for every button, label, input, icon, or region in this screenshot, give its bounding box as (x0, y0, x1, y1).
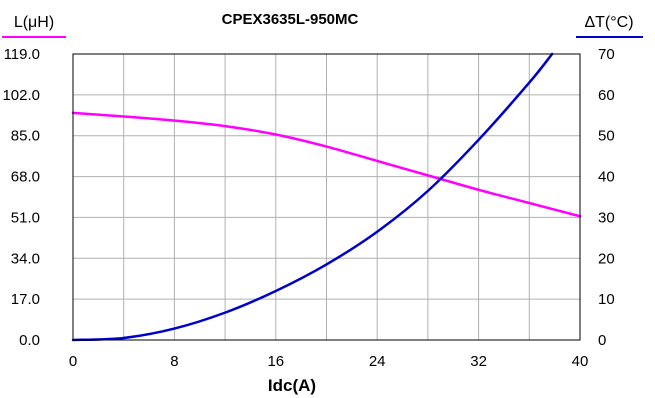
y-right-tick-label: 50 (598, 128, 615, 145)
x-tick-label: 0 (69, 353, 77, 370)
y-left-tick-label: 102.0 (2, 87, 40, 104)
y-right-tick-label: 60 (598, 87, 615, 104)
plot-border (72, 53, 581, 341)
x-tick-label: 40 (572, 353, 589, 370)
y-left-tick-label: 68.0 (11, 169, 40, 186)
y-right-tick-label: 70 (598, 46, 615, 63)
chart-title: CPEX3635L-950MC (222, 11, 359, 28)
y-right-tick-label: 0 (598, 332, 606, 349)
x-tick-label: 32 (470, 353, 487, 370)
grid-lines (73, 54, 580, 340)
y-left-tick-label: 0.0 (19, 332, 40, 349)
y-right-tick-label: 10 (598, 291, 615, 308)
y-right-tick-label: 40 (598, 169, 615, 186)
tick-labels: 0 8 16 24 32 40 0.0 17.0 34.0 51.0 68.0 85.0 102.0 11… (2, 46, 614, 370)
temperature-rise-line (71, 52, 554, 342)
y-left-tick-label: 34.0 (11, 250, 40, 267)
x-tick-label: 24 (369, 353, 386, 370)
x-tick-label: 16 (267, 353, 284, 370)
series-lines (71, 52, 582, 342)
y-left-tick-label: 85.0 (11, 128, 40, 145)
y-right-tick-label: 30 (598, 209, 615, 226)
y-right-axis-label: ΔT(°C) (584, 14, 633, 31)
y-left-tick-label: 17.0 (11, 291, 40, 308)
y-right-tick-label: 20 (598, 250, 615, 267)
x-axis-label: Idc(A) (268, 376, 316, 395)
inductance-line (71, 111, 582, 218)
x-tick-label: 8 (170, 353, 178, 370)
y-left-tick-label: 51.0 (11, 209, 40, 226)
y-left-tick-label: 119.0 (4, 46, 40, 63)
y-left-axis-label: L(μH) (14, 14, 54, 31)
